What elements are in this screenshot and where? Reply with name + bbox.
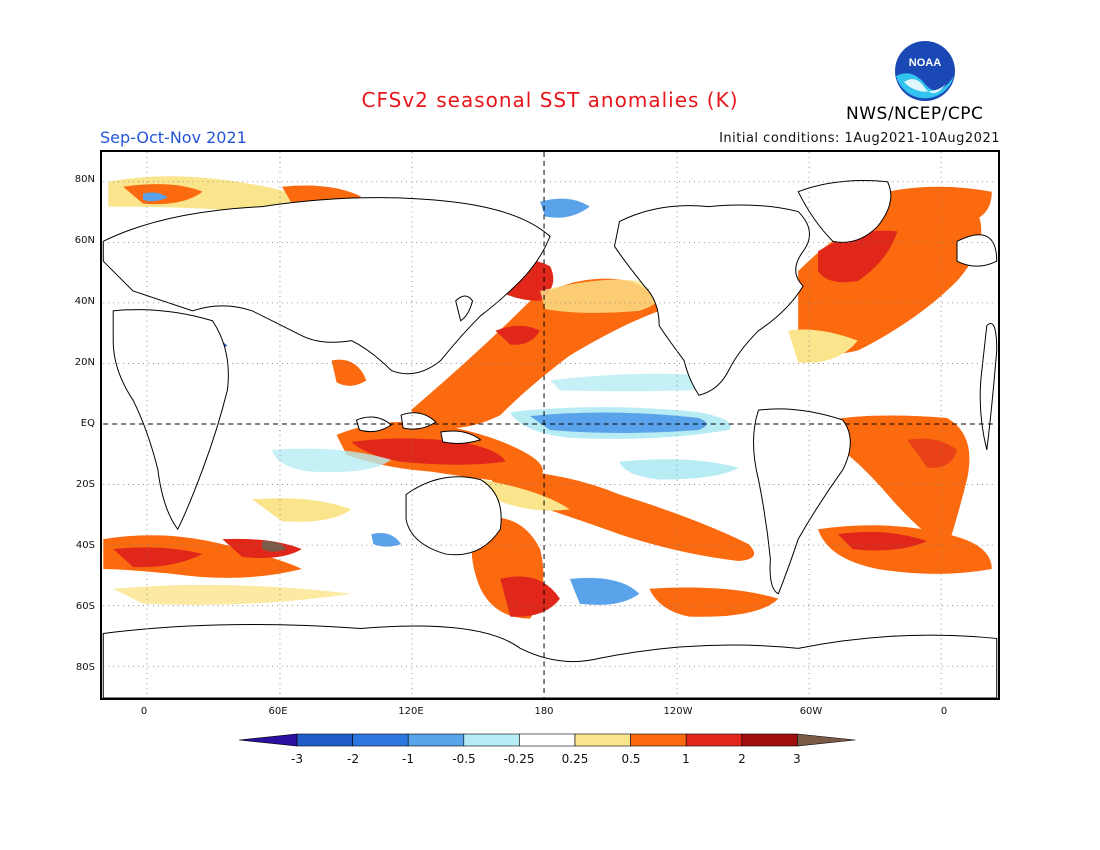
forecast-period: Sep-Oct-Nov 2021 (100, 128, 247, 147)
colorbar-swatch (574, 733, 631, 747)
lon-label: 120W (663, 706, 693, 717)
colorbar-label: -1 (402, 752, 414, 766)
colorbar-swatch (685, 733, 743, 747)
lat-label: 60S (75, 601, 95, 612)
graticule (103, 152, 997, 698)
lon-label: 0 (940, 706, 948, 717)
colorbar-label: -0.5 (452, 752, 476, 766)
noaa-logo-icon: NOAA (895, 41, 955, 101)
colorbar-label: 3 (793, 752, 801, 766)
colorbar-label: -2 (347, 752, 359, 766)
colorbar-swatch (352, 733, 409, 747)
colorbar-swatch (519, 733, 576, 747)
colorbar-swatch (630, 733, 687, 747)
lat-label: 20S (75, 479, 95, 490)
colorbar-label: 1 (682, 752, 690, 766)
lat-label: EQ (80, 418, 95, 429)
agency-label: NWS/NCEP/CPC (846, 104, 984, 124)
colorbar-label: 2 (738, 752, 746, 766)
lat-label: 40N (74, 296, 95, 307)
coastlines (102, 180, 998, 698)
lat-label: 80N (74, 174, 95, 185)
lat-label: 20N (74, 357, 95, 368)
colorbar-swatch (407, 733, 465, 747)
colorbar-label: 0.5 (621, 752, 641, 766)
colorbar-label: -0.25 (503, 752, 535, 766)
lon-label: 0 (140, 706, 148, 717)
colorbar-swatch (463, 733, 520, 747)
colorbar (238, 733, 856, 747)
lon-label: 180 (534, 706, 554, 717)
logo-text: NOAA (909, 57, 941, 69)
anomaly-patches (103, 176, 992, 619)
lat-label: 40S (75, 540, 95, 551)
colorbar-label: 0.25 (561, 752, 589, 766)
initial-conditions: Initial conditions: 1Aug2021-10Aug2021 (719, 131, 1000, 146)
lat-label: 80S (75, 662, 95, 673)
colorbar-label: -3 (291, 752, 303, 766)
lon-label: 60W (799, 706, 823, 717)
colorbar-swatch (296, 733, 353, 747)
colorbar-min-arrow (238, 733, 298, 747)
colorbar-max-arrow (797, 733, 856, 747)
lon-label: 60E (268, 706, 288, 717)
lat-label: 60N (74, 235, 95, 246)
map-title: CFSv2 seasonal SST anomalies (K) (361, 88, 739, 112)
sst-anomaly-map (100, 150, 1000, 700)
lon-label: 120E (398, 706, 424, 717)
colorbar-swatch (741, 733, 798, 747)
